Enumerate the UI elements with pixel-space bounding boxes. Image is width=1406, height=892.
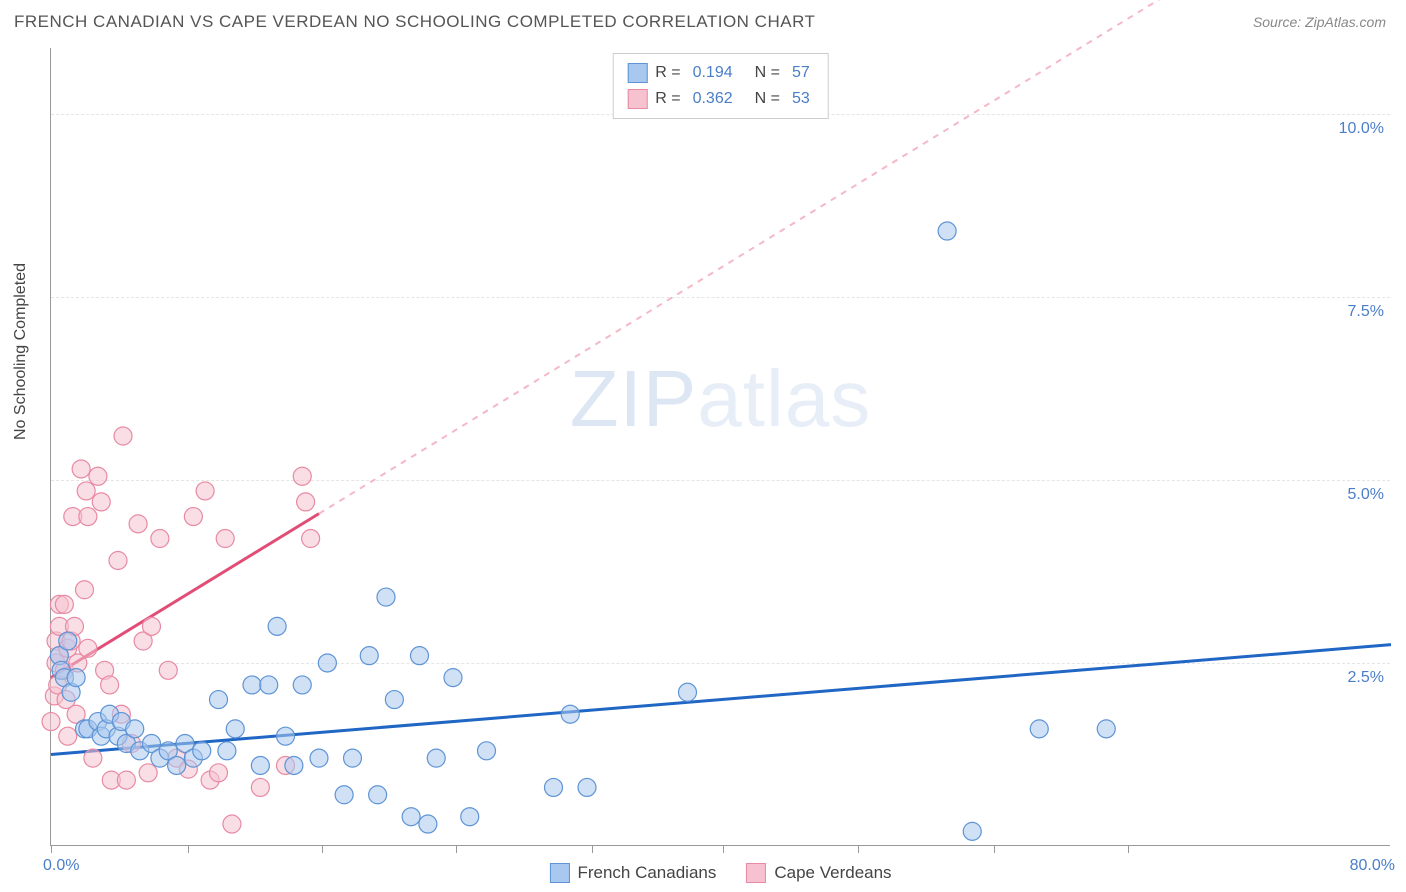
legend-r-label: R = xyxy=(655,86,680,112)
legend-swatch-pink-icon xyxy=(746,863,766,883)
legend-n-label: N = xyxy=(755,86,780,112)
x-axis-min-label: 0.0% xyxy=(43,857,79,875)
legend-n-pink: 53 xyxy=(792,86,810,112)
legend-row-pink: R = 0.362 N = 53 xyxy=(627,86,814,112)
legend-bottom: French Canadians Cape Verdeans xyxy=(549,863,891,883)
legend-n-blue: 57 xyxy=(792,60,810,86)
legend-stats-box: R = 0.194 N = 57 R = 0.362 N = 53 xyxy=(612,53,829,119)
scatter-plot-svg xyxy=(51,48,1390,845)
y-axis-label: No Schooling Completed xyxy=(12,263,30,440)
chart-title: FRENCH CANADIAN VS CAPE VERDEAN NO SCHOO… xyxy=(14,12,815,32)
legend-r-pink: 0.362 xyxy=(693,86,733,112)
legend-row-blue: R = 0.194 N = 57 xyxy=(627,60,814,86)
source-label: Source: ZipAtlas.com xyxy=(1253,14,1386,30)
legend-item-french-canadians: French Canadians xyxy=(549,863,716,883)
legend-swatch-blue-icon xyxy=(549,863,569,883)
legend-n-label: N = xyxy=(755,60,780,86)
legend-swatch-blue xyxy=(627,63,647,83)
legend-label-blue: French Canadians xyxy=(577,863,716,883)
legend-label-pink: Cape Verdeans xyxy=(774,863,891,883)
legend-r-label: R = xyxy=(655,60,680,86)
chart-plot-area: ZIPatlas 2.5%5.0%7.5%10.0% R = 0.194 N =… xyxy=(50,48,1390,846)
legend-item-cape-verdeans: Cape Verdeans xyxy=(746,863,891,883)
legend-r-blue: 0.194 xyxy=(693,60,733,86)
legend-swatch-pink xyxy=(627,89,647,109)
x-axis-max-label: 80.0% xyxy=(1350,857,1395,875)
